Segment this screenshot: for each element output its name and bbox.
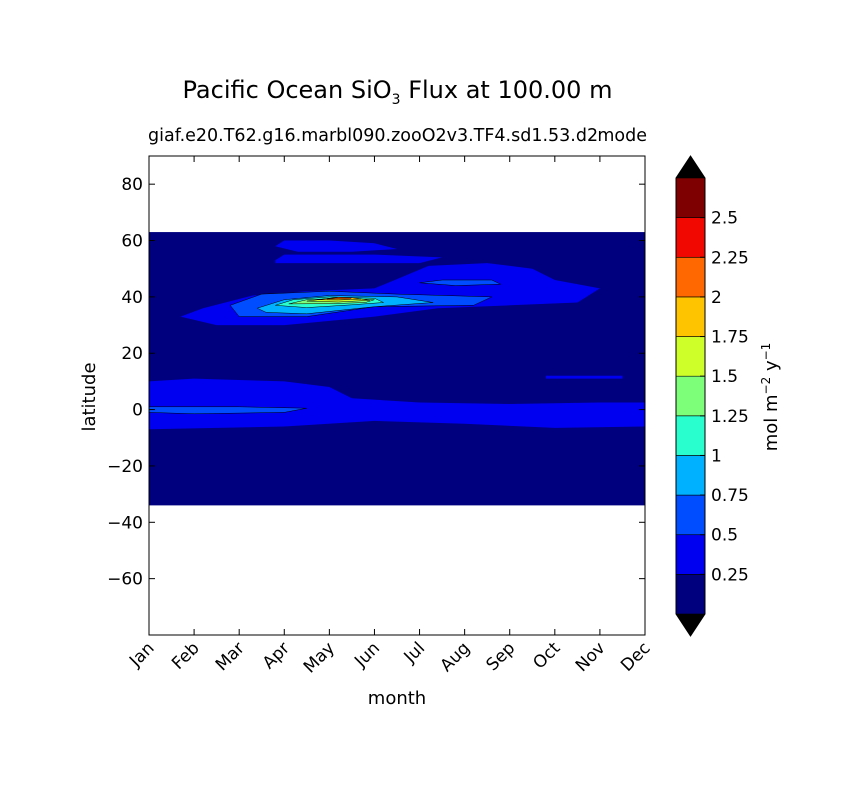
colorbar-tick-label: 0.25	[711, 565, 749, 585]
colorbar-tick-label: 0.75	[711, 486, 749, 506]
colorbar-extend-top	[676, 156, 705, 178]
colorbar-band-4	[675, 415, 706, 456]
contour-band-13	[327, 297, 353, 300]
y-tick-label: 80	[121, 175, 143, 195]
colorbar-band-0	[675, 574, 706, 615]
colorbar-band-9	[675, 217, 706, 258]
y-tick-label: 40	[121, 288, 143, 308]
plot-area	[148, 232, 645, 506]
x-tick-label: Mar	[212, 638, 249, 675]
colorbar-tick-label: 2.25	[711, 248, 749, 268]
colorbar-tick-label: 1.25	[711, 407, 749, 427]
y-axis-label: latitude	[79, 362, 100, 431]
colorbar-band-8	[675, 256, 706, 298]
colorbar-label: mol m−2 y−1	[759, 343, 782, 452]
colorbar-band-10	[675, 177, 706, 218]
contour-band-0	[149, 378, 645, 430]
colorbar-tick-label: 1.5	[711, 367, 738, 387]
colorbar-tick-label: 1.75	[711, 328, 749, 348]
x-tick-label: Jul	[400, 638, 429, 667]
x-tick-label: Jun	[350, 638, 384, 672]
colorbar-tick-label: 1	[711, 446, 722, 466]
colorbar-band-5	[675, 375, 706, 417]
x-tick-label: Feb	[168, 638, 203, 673]
colorbar-band-7	[675, 296, 706, 337]
contour-band-4	[545, 375, 623, 379]
colorbar-extend-bottom	[676, 614, 705, 636]
x-tick-label: Apr	[259, 638, 294, 673]
x-tick-label: Sep	[482, 638, 519, 675]
chart-subtitle: giaf.e20.T62.g16.marbl090.zooO2v3.TF4.sd…	[148, 126, 599, 146]
x-tick-label: Jan	[125, 638, 158, 671]
colorbar-tick-label: 0.5	[711, 526, 738, 546]
x-tick-label: Dec	[617, 638, 654, 675]
x-tick-label: Oct	[529, 638, 564, 673]
y-tick-label: 60	[121, 232, 143, 252]
contour-band-base	[149, 232, 645, 506]
colorbar-outline	[675, 155, 706, 637]
x-axis-label: month	[368, 688, 426, 709]
chart-title: Pacific Ocean SiO3 Flux at 100.00 m	[182, 76, 613, 108]
colorbar-tick-label: 2	[711, 288, 722, 308]
y-tick-label: −60	[107, 570, 143, 590]
colorbar-band-6	[675, 336, 706, 377]
colorbar-band-3	[675, 455, 706, 496]
plot-frame	[148, 155, 646, 636]
x-tick-label: Nov	[572, 638, 610, 676]
y-tick-label: −20	[107, 457, 143, 477]
colorbar: 0.25 0.5 0.75 1 1.25 1.5 1.75 2 2.25 2.5	[675, 155, 749, 637]
colorbar-band-2	[675, 494, 706, 536]
contour-band-3	[275, 254, 443, 264]
chart-subtitle-right: mode	[597, 126, 647, 146]
colorbar-band-1	[675, 534, 706, 575]
colorbar-tick-label: 2.5	[711, 209, 738, 229]
y-tick-label: 20	[121, 344, 143, 364]
contour-band-2	[275, 240, 397, 252]
contour-band-7	[419, 279, 501, 286]
x-tick-label: Aug	[437, 638, 475, 676]
y-tick-label: −40	[107, 513, 143, 533]
x-tick-label: May	[300, 638, 339, 677]
y-tick-label: 0	[132, 401, 143, 421]
